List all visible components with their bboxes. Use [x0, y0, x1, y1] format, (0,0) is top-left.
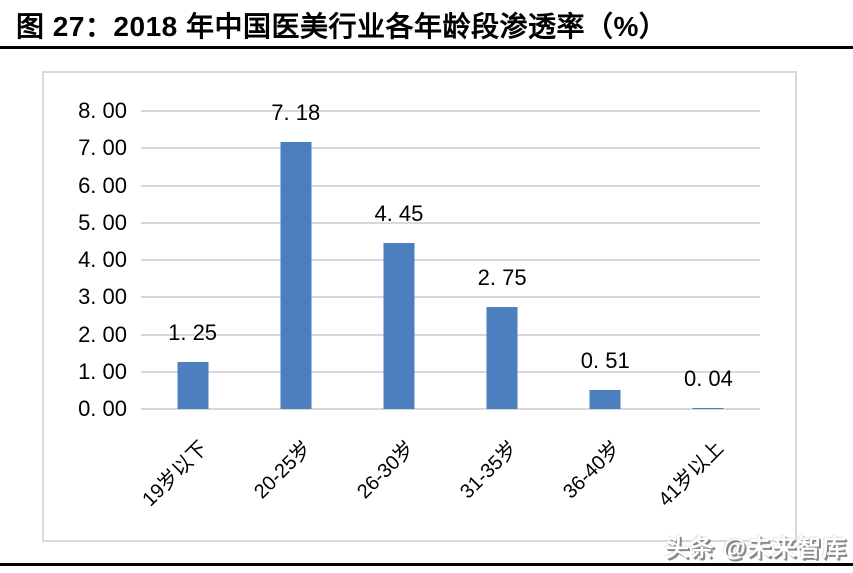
- x-tick-label: 31-35岁: [456, 437, 522, 504]
- gridline: [141, 184, 760, 187]
- gridline: [141, 147, 760, 150]
- x-tick-label: 36-40岁: [559, 437, 626, 504]
- gridline: [141, 296, 760, 299]
- x-tick-label: 41岁以上: [654, 437, 729, 511]
- bar-value-label: 0. 04: [683, 365, 733, 391]
- bar: [589, 390, 621, 409]
- x-tick-label: 19岁以下: [138, 437, 213, 511]
- y-tick-label: 8. 00: [78, 98, 127, 123]
- bars: 1. 25 7. 18 4. 45 2. 75 0. 51 0. 04: [141, 100, 760, 409]
- y-tick-label: 0. 00: [78, 396, 127, 421]
- gridline: [141, 333, 760, 336]
- y-tick-label: 3. 00: [78, 284, 127, 310]
- bottom-divider: [0, 563, 853, 566]
- y-tick-label: 1. 00: [78, 358, 127, 384]
- bar-value-label: 4. 45: [374, 201, 424, 227]
- bar-slot: 1. 25: [141, 111, 244, 409]
- watermark: 头条 @未来智库: [664, 535, 847, 562]
- x-axis-labels: 19岁以下 20-25岁 26-30岁 31-35岁 36-40岁 41岁以上: [139, 409, 760, 544]
- bar-slot: 0. 51: [554, 111, 657, 409]
- y-tick-label: 7. 00: [78, 135, 127, 161]
- bar-value-label: 2. 75: [477, 264, 527, 290]
- bar: [486, 306, 518, 409]
- gridline: [141, 370, 760, 373]
- bar: [177, 362, 209, 409]
- x-tick-label: 20-25岁: [249, 437, 316, 504]
- bar-value-label: 1. 25: [168, 320, 218, 346]
- y-tick-label: 4. 00: [78, 247, 127, 272]
- chart-container: 0. 00 1. 00 2. 00 3. 00 4. 00 5. 00 6. 00 7. 00…: [42, 71, 797, 542]
- gridline: [141, 259, 760, 261]
- bar-slot: 0. 04: [657, 111, 760, 409]
- plot-area: 0. 00 1. 00 2. 00 3. 00 4. 00 5. 00 6. 00 7. 00…: [78, 98, 760, 511]
- bar: [280, 141, 312, 409]
- bar: [383, 243, 415, 409]
- title-divider: [0, 46, 853, 49]
- bar-slot: 2. 75: [451, 111, 554, 409]
- y-tick-label: 2. 00: [78, 321, 127, 347]
- gridline: [141, 221, 760, 224]
- y-tick-label: 5. 00: [78, 209, 127, 235]
- gridline: [141, 110, 760, 112]
- gridline: [141, 408, 760, 410]
- figure-title: 图 27：2018 年中国医美行业各年龄段渗透率（%）: [16, 11, 668, 42]
- bar-slot: 4. 45: [347, 111, 450, 409]
- y-tick-label: 6. 00: [78, 172, 127, 198]
- bar: [692, 407, 724, 409]
- bar-value-label: 0. 51: [580, 348, 630, 374]
- bar-value-label: 7. 18: [271, 99, 321, 125]
- x-tick-label: 26-30岁: [352, 437, 419, 504]
- bar-slot: 7. 18: [244, 100, 347, 409]
